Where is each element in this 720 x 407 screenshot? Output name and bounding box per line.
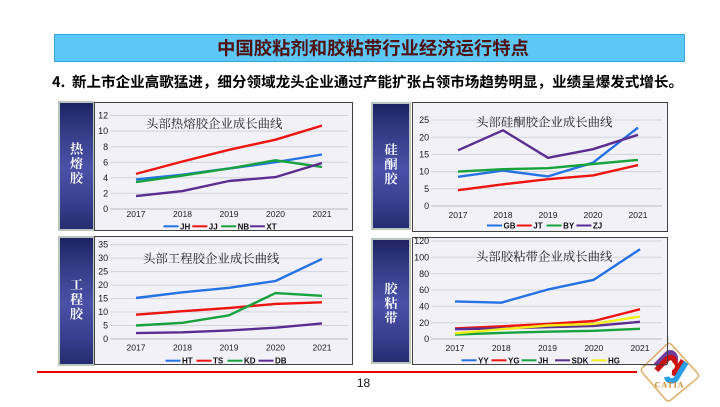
svg-text:SDK: SDK [572, 356, 589, 365]
svg-text:2018: 2018 [492, 343, 511, 353]
svg-text:KD: KD [244, 357, 256, 365]
svg-text:YY: YY [478, 356, 489, 365]
svg-text:2020: 2020 [584, 343, 603, 353]
svg-text:4: 4 [103, 173, 108, 183]
svg-text:0: 0 [424, 334, 429, 344]
svg-text:2020: 2020 [266, 342, 285, 352]
svg-text:10: 10 [98, 126, 108, 136]
svg-text:2017: 2017 [127, 209, 146, 219]
svg-text:JJ: JJ [209, 222, 218, 231]
svg-text:15: 15 [98, 294, 108, 304]
svg-text:2019: 2019 [539, 210, 558, 220]
svg-text:5: 5 [103, 321, 108, 331]
svg-text:2021: 2021 [313, 209, 332, 219]
svg-text:6: 6 [103, 157, 108, 167]
svg-text:20: 20 [98, 280, 108, 290]
svg-text:30: 30 [98, 253, 108, 263]
svg-text:HT: HT [182, 357, 193, 365]
svg-text:0: 0 [103, 334, 108, 344]
svg-text:20: 20 [419, 318, 429, 328]
svg-text:15: 15 [419, 150, 429, 160]
svg-text:25: 25 [419, 115, 429, 125]
svg-text:2021: 2021 [629, 210, 648, 220]
svg-text:0: 0 [424, 201, 429, 211]
svg-text:JH: JH [180, 222, 190, 231]
svg-text:YG: YG [508, 356, 520, 365]
svg-text:2018: 2018 [173, 209, 192, 219]
svg-text:5: 5 [424, 184, 429, 194]
svg-text:2019: 2019 [220, 209, 239, 219]
svg-text:2020: 2020 [584, 210, 603, 220]
svg-text:NB: NB [238, 222, 250, 231]
svg-text:XT: XT [266, 222, 276, 231]
svg-text:2019: 2019 [220, 342, 239, 352]
svg-text:120: 120 [414, 237, 429, 246]
svg-text:100: 100 [414, 252, 429, 262]
svg-text:2018: 2018 [173, 342, 192, 352]
svg-text:80: 80 [419, 269, 429, 279]
svg-text:10: 10 [98, 307, 108, 317]
svg-text:JH: JH [538, 356, 548, 365]
svg-text:20: 20 [419, 132, 429, 142]
svg-text:12: 12 [98, 111, 108, 121]
svg-text:BY: BY [563, 222, 575, 231]
svg-text:2: 2 [103, 189, 108, 199]
svg-text:HG: HG [608, 356, 620, 365]
svg-text:35: 35 [98, 240, 108, 250]
svg-text:40: 40 [419, 301, 429, 311]
svg-text:2017: 2017 [446, 343, 465, 353]
svg-text:0: 0 [103, 204, 108, 214]
svg-text:2020: 2020 [266, 209, 285, 219]
svg-text:10: 10 [419, 167, 429, 177]
svg-text:GB: GB [504, 222, 516, 231]
svg-text:2018: 2018 [494, 210, 513, 220]
svg-text:2017: 2017 [449, 210, 468, 220]
svg-text:2019: 2019 [538, 343, 557, 353]
svg-text:JT: JT [533, 222, 542, 231]
svg-text:ZJ: ZJ [593, 222, 602, 231]
svg-text:25: 25 [98, 267, 108, 277]
svg-text:60: 60 [419, 285, 429, 295]
svg-text:2017: 2017 [127, 342, 146, 352]
svg-text:CATIA: CATIA [655, 381, 685, 390]
svg-text:2021: 2021 [313, 342, 332, 352]
svg-text:2021: 2021 [631, 343, 650, 353]
svg-text:8: 8 [103, 142, 108, 152]
svg-text:TS: TS [213, 357, 224, 365]
svg-text:DB: DB [275, 357, 287, 365]
